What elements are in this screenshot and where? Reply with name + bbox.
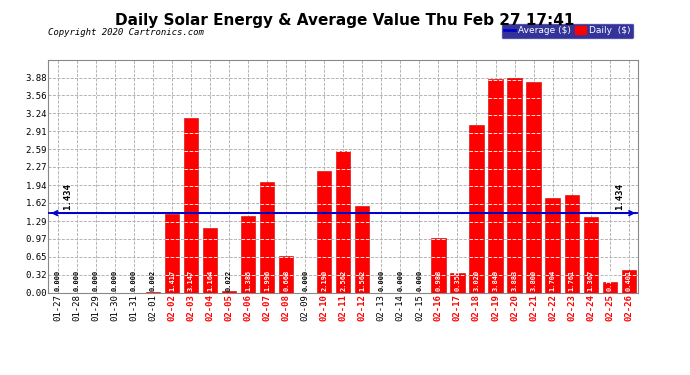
Text: 2.190: 2.190	[322, 270, 327, 291]
Text: 3.020: 3.020	[473, 270, 480, 291]
Text: 0.000: 0.000	[416, 270, 422, 291]
Bar	[260, 182, 275, 292]
Text: Copyright 2020 Cartronics.com: Copyright 2020 Cartronics.com	[48, 28, 204, 37]
Text: 3.147: 3.147	[188, 270, 194, 291]
Text: 0.988: 0.988	[435, 270, 442, 291]
Bar	[203, 228, 217, 292]
Bar	[507, 78, 522, 292]
Text: 0.022: 0.022	[226, 270, 232, 291]
Text: 2.562: 2.562	[340, 270, 346, 291]
Bar	[241, 216, 255, 292]
Text: 1.164: 1.164	[207, 270, 213, 291]
Bar	[431, 238, 446, 292]
Bar	[222, 291, 236, 292]
Text: 1.704: 1.704	[550, 270, 555, 291]
Bar	[602, 282, 617, 292]
Text: 0.355: 0.355	[455, 270, 460, 291]
Text: 3.883: 3.883	[511, 270, 518, 291]
Text: 0.668: 0.668	[283, 270, 289, 291]
Text: 1.996: 1.996	[264, 270, 270, 291]
Bar	[165, 214, 179, 292]
Text: 0.000: 0.000	[55, 270, 61, 291]
Legend: Average ($), Daily  ($): Average ($), Daily ($)	[500, 22, 633, 39]
Text: 1.562: 1.562	[359, 270, 365, 291]
Text: 0.002: 0.002	[150, 270, 156, 291]
Bar	[451, 273, 464, 292]
Text: 0.000: 0.000	[112, 270, 118, 291]
Bar	[584, 217, 598, 292]
Bar	[184, 118, 198, 292]
Bar	[526, 82, 541, 292]
Text: 1.367: 1.367	[588, 270, 593, 291]
Bar	[469, 125, 484, 292]
Text: Daily Solar Energy & Average Value Thu Feb 27 17:41: Daily Solar Energy & Average Value Thu F…	[115, 13, 575, 28]
Bar	[489, 80, 502, 292]
Bar	[336, 151, 351, 292]
Bar	[564, 195, 579, 292]
Text: 0.401: 0.401	[626, 270, 632, 291]
Text: 0.000: 0.000	[397, 270, 404, 291]
Text: 1.761: 1.761	[569, 270, 575, 291]
Text: 1.434: 1.434	[615, 183, 624, 210]
Text: 1.434: 1.434	[63, 183, 72, 210]
Bar	[317, 171, 331, 292]
Text: 3.849: 3.849	[493, 270, 498, 291]
Text: 3.800: 3.800	[531, 270, 537, 291]
Text: 1.385: 1.385	[245, 270, 251, 291]
Bar	[546, 198, 560, 292]
Text: 0.000: 0.000	[302, 270, 308, 291]
Text: 1.417: 1.417	[169, 270, 175, 291]
Bar	[355, 206, 369, 292]
Text: 0.000: 0.000	[74, 270, 80, 291]
Bar	[279, 255, 293, 292]
Text: 0.000: 0.000	[131, 270, 137, 291]
Text: 0.000: 0.000	[93, 270, 99, 291]
Text: 0.000: 0.000	[378, 270, 384, 291]
Text: 0.191: 0.191	[607, 270, 613, 291]
Bar	[622, 270, 636, 292]
